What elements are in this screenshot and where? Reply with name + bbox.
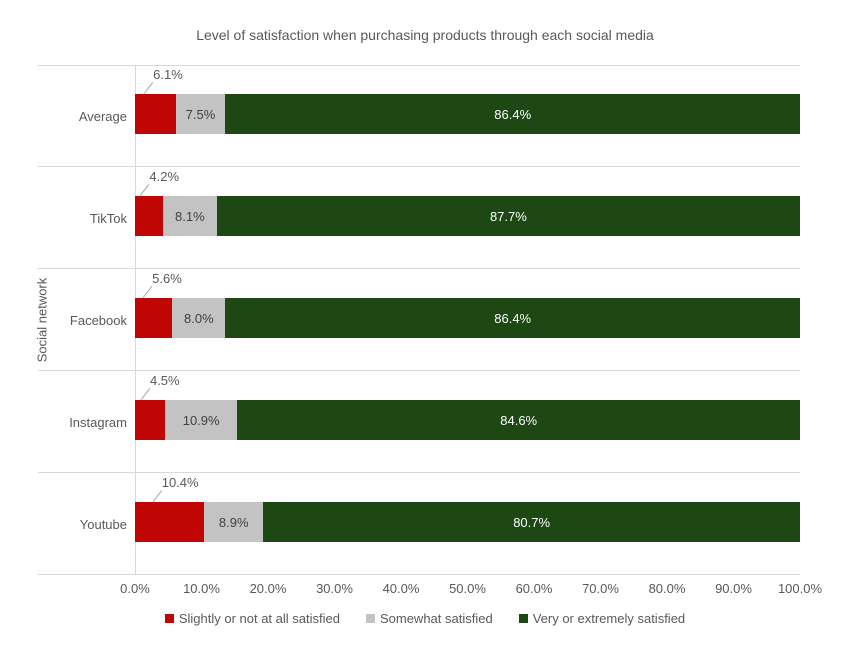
legend-label: Very or extremely satisfied bbox=[532, 610, 686, 626]
x-tick-label: 60.0% bbox=[515, 581, 553, 596]
bar-track: 7.5% 86.4% bbox=[135, 94, 800, 134]
bar-segment-somewhat: 10.9% bbox=[164, 400, 238, 440]
x-tick-label: 20.0% bbox=[249, 581, 287, 596]
value-label: 10.9% bbox=[182, 412, 220, 428]
category-label: Facebook bbox=[69, 312, 127, 328]
bar-segment-very: 86.4% bbox=[225, 298, 800, 338]
bar-segment-very: 86.4% bbox=[225, 94, 800, 134]
category-label: Youtube bbox=[79, 516, 127, 532]
value-label: 86.4% bbox=[494, 106, 532, 122]
value-label: 8.9% bbox=[218, 514, 249, 530]
value-label: 87.7% bbox=[489, 208, 527, 224]
value-label: 8.0% bbox=[184, 310, 214, 326]
x-axis: 0.0% 10.0% 20.0% 30.0% 40.0% 50.0% 60.0% 70.0% 8… bbox=[0, 581, 850, 599]
x-tick-label: 0.0% bbox=[120, 581, 150, 596]
bar-row-tiktok: TikTok 8.1% 87.7% 4.2% bbox=[38, 167, 800, 269]
legend-swatch-icon bbox=[164, 613, 174, 623]
x-tick-label: 50.0% bbox=[449, 581, 486, 596]
bar-segment-slight bbox=[135, 298, 173, 338]
legend-label: Slightly or not at all satisfied bbox=[178, 610, 340, 626]
bar-segment-very: 84.6% bbox=[237, 400, 800, 440]
x-tick-label: 80.0% bbox=[648, 581, 686, 596]
bar-row-facebook: Facebook 8.0% 86.4% 5.6% bbox=[38, 269, 800, 371]
x-tick-label: 40.0% bbox=[382, 581, 420, 596]
x-tick-label: 100.0% bbox=[777, 581, 823, 596]
bar-row-average: Average 7.5% 86.4% 6.1% bbox=[38, 65, 800, 167]
leader-line bbox=[140, 388, 151, 400]
x-tick-label: 30.0% bbox=[316, 581, 353, 596]
leader-line bbox=[143, 82, 154, 94]
value-label-callout: 4.2% bbox=[149, 169, 180, 184]
x-tick-label: 90.0% bbox=[715, 581, 752, 596]
value-label-callout: 4.5% bbox=[149, 373, 180, 388]
category-label: Instagram bbox=[69, 414, 127, 430]
legend-swatch-icon bbox=[518, 613, 528, 623]
category-label: Average bbox=[78, 108, 127, 124]
legend-item-very: Very or extremely satisfied bbox=[518, 610, 686, 626]
value-label: 8.1% bbox=[175, 208, 205, 224]
bar-segment-slight bbox=[135, 196, 163, 236]
legend-label: Somewhat satisfied bbox=[379, 610, 493, 626]
bar-segment-somewhat: 8.0% bbox=[172, 298, 226, 338]
bar-row-youtube: Youtube 8.9% 80.7% 10.4% bbox=[38, 473, 800, 575]
bar-segment-somewhat: 8.9% bbox=[204, 502, 264, 542]
legend: Slightly or not at all satisfied Somewhat… bbox=[0, 608, 850, 628]
value-label: 80.7% bbox=[513, 514, 551, 530]
chart-title: Level of satisfaction when purchasing pr… bbox=[196, 27, 654, 43]
leader-line bbox=[142, 286, 153, 298]
leader-line bbox=[140, 184, 150, 196]
legend-item-somewhat: Somewhat satisfied bbox=[365, 610, 493, 626]
value-label-callout: 10.4% bbox=[161, 475, 199, 490]
value-label-callout: 6.1% bbox=[153, 67, 183, 82]
x-tick-label: 10.0% bbox=[183, 581, 220, 596]
bar-row-instagram: Instagram 10.9% 84.6% 4.5% bbox=[38, 371, 800, 473]
value-label: 7.5% bbox=[185, 106, 216, 122]
value-label-callout: 5.6% bbox=[152, 271, 182, 286]
bar-segment-somewhat: 8.1% bbox=[162, 196, 217, 236]
plot-top-gridline bbox=[38, 65, 800, 66]
bar-segment-slight bbox=[135, 94, 176, 134]
legend-swatch-icon bbox=[365, 613, 375, 623]
leader-line bbox=[152, 490, 162, 502]
legend-item-slight: Slightly or not at all satisfied bbox=[164, 610, 340, 626]
bar-track: 8.9% 80.7% bbox=[135, 502, 800, 542]
value-label: 84.6% bbox=[500, 412, 538, 428]
bar-segment-slight bbox=[135, 502, 205, 542]
bar-segment-somewhat: 7.5% bbox=[175, 94, 226, 134]
category-label: TikTok bbox=[89, 210, 127, 226]
bar-track: 8.0% 86.4% bbox=[135, 298, 800, 338]
bar-track: 8.1% 87.7% bbox=[135, 196, 800, 236]
bar-track: 10.9% 84.6% bbox=[135, 400, 800, 440]
bar-segment-slight bbox=[135, 400, 165, 440]
x-tick-label: 70.0% bbox=[582, 581, 619, 596]
bar-segment-very: 80.7% bbox=[263, 502, 800, 542]
value-label: 86.4% bbox=[494, 310, 532, 326]
bar-segment-very: 87.7% bbox=[216, 196, 800, 236]
